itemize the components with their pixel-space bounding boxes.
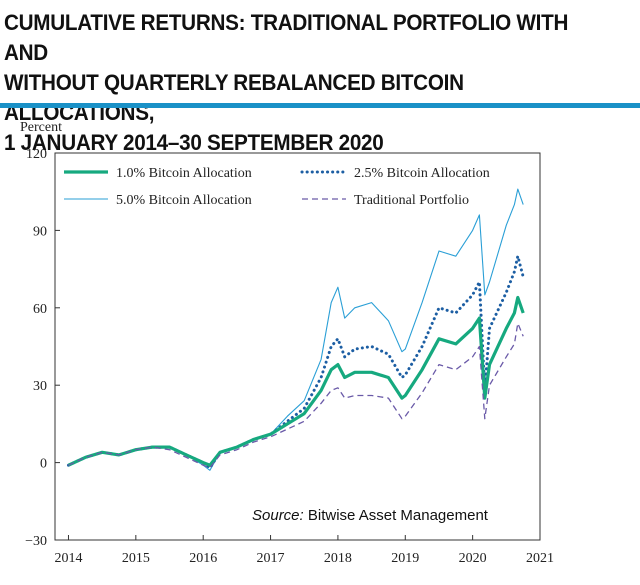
x-axis: 2014 2015 2016 2017 2018 2019 2020 2021 [54,535,554,566]
x-tick-label: 2019 [391,551,419,566]
y-tick-label: 30 [33,379,47,394]
series-line-traditional [68,322,524,469]
x-tick-label: 2021 [526,551,554,566]
x-tick-label: 2017 [257,551,285,566]
y-axis-label: Percent [20,120,62,135]
legend-label-traditional: Traditional Portfolio [354,193,469,208]
y-tick-label: 0 [40,457,47,472]
legend-label-alloc_2_5: 2.5% Bitcoin Allocation [354,166,490,181]
series-layer [67,188,525,471]
x-tick-label: 2016 [189,551,217,566]
legend: 1.0% Bitcoin Allocation 2.5% Bitcoin Allo… [64,166,490,208]
source-name: Bitwise Asset Management [304,507,489,524]
x-tick-label: 2018 [324,551,352,566]
y-tick-label: 90 [33,224,47,239]
title-line-1: CUMULATIVE RETURNS: TRADITIONAL PORTFOLI… [4,10,569,65]
legend-label-alloc_5: 5.0% Bitcoin Allocation [116,193,252,208]
title-line-3: 1 JANUARY 2014–30 SEPTEMBER 2020 [4,130,384,155]
x-tick-label: 2014 [54,551,82,566]
y-axis: −30 0 30 60 90 120 [25,147,60,549]
title-rule [0,103,640,108]
x-tick-label: 2015 [122,551,150,566]
legend-label-alloc_1: 1.0% Bitcoin Allocation [116,166,252,181]
series-line-alloc_2_5 [67,254,525,470]
source-note: Source: Bitwise Asset Management [252,507,489,524]
plot-frame [54,152,541,541]
series-line-alloc_1 [67,295,525,467]
y-tick-label: 120 [26,147,47,162]
x-tick-label: 2020 [459,551,487,566]
source-text: Source: Bitwise Asset Management [252,507,489,524]
series-line-alloc_5 [68,188,524,471]
y-tick-label: 60 [33,302,47,317]
source-prefix: Source: [252,507,304,524]
plot-border [54,152,541,541]
y-tick-label: −30 [25,534,47,549]
